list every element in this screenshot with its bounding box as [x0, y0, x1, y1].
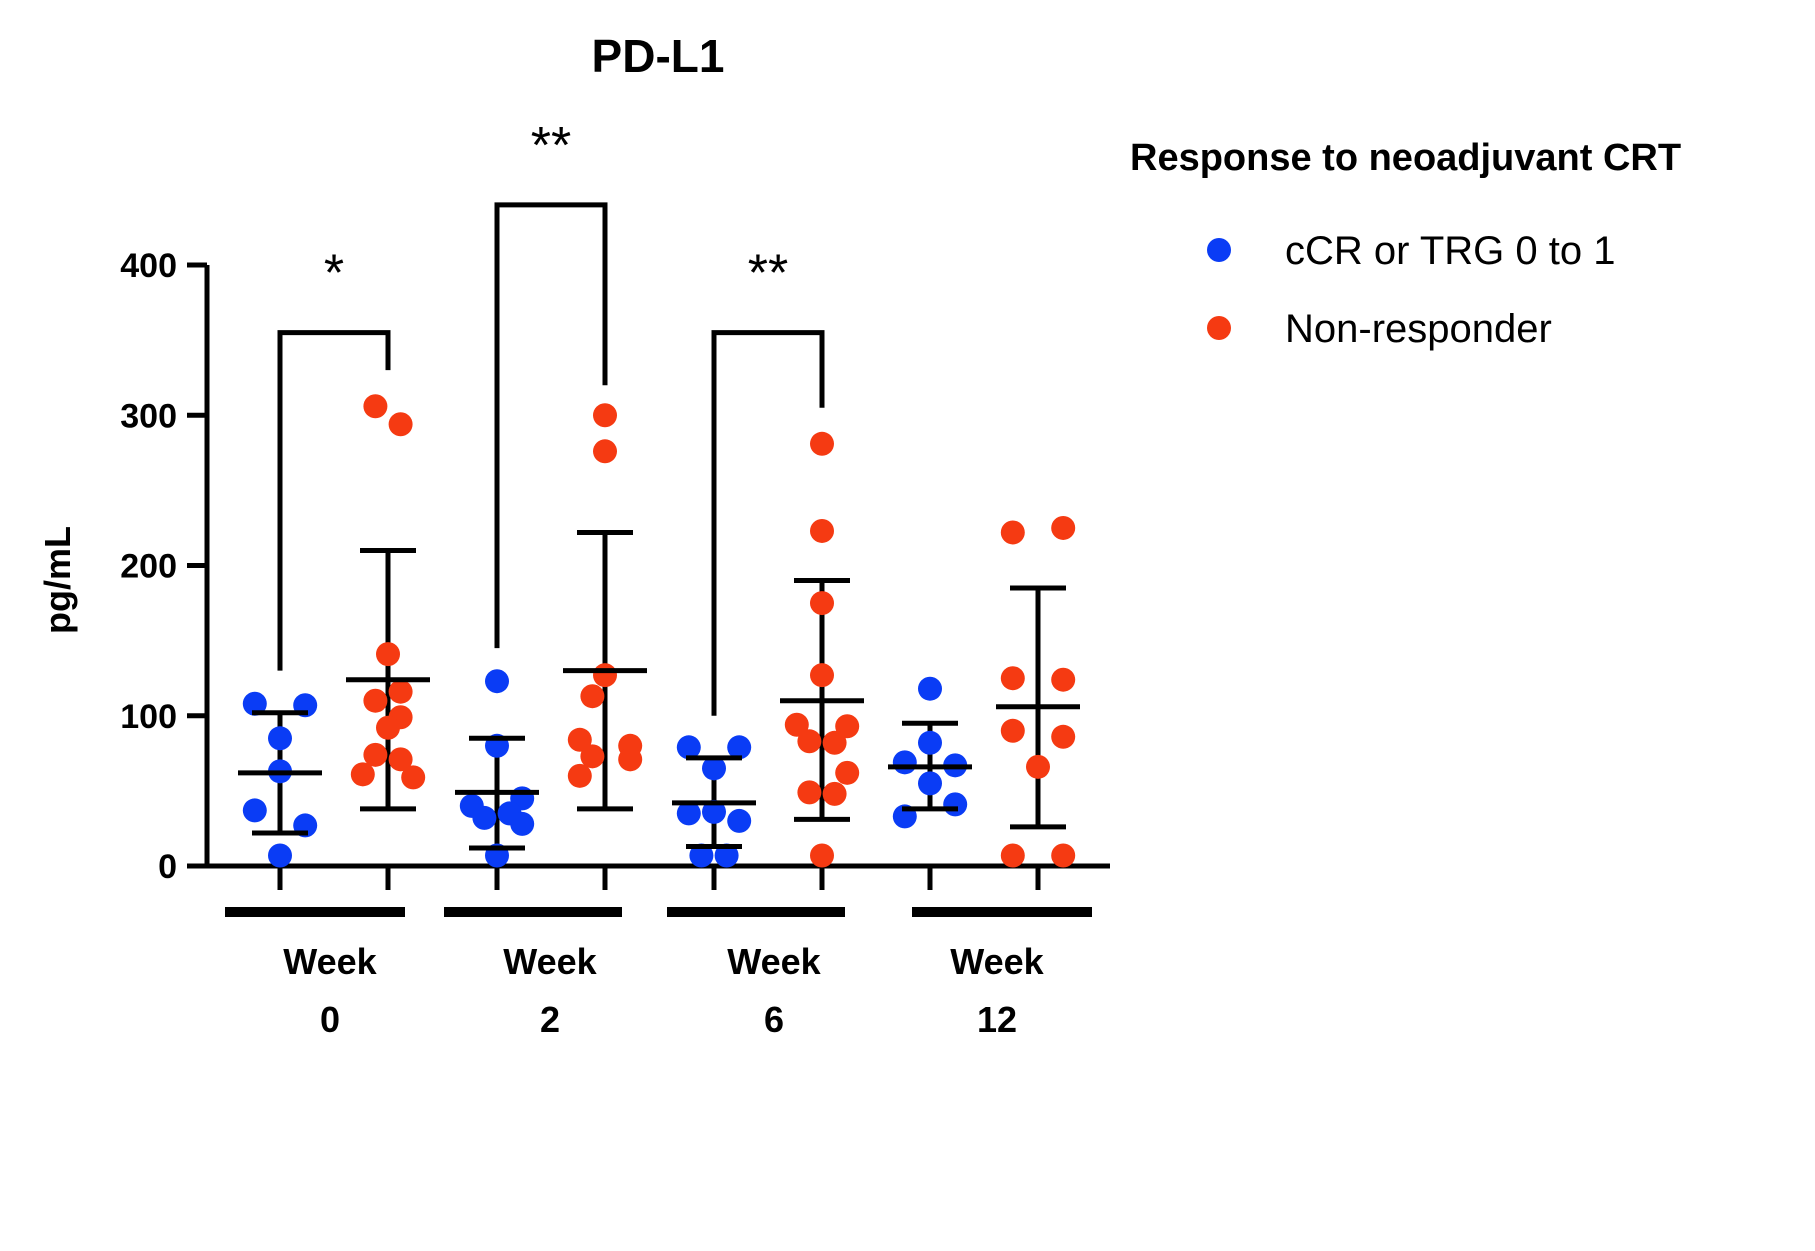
data-point — [1000, 520, 1025, 545]
data-point — [580, 684, 605, 709]
legend: Response to neoadjuvant CRT cCR or TRG 0… — [1130, 137, 1681, 351]
y-tick-label: 400 — [120, 247, 177, 285]
data-point — [593, 663, 617, 688]
legend-marker — [1207, 238, 1231, 262]
data-point — [727, 735, 752, 760]
data-point — [580, 744, 605, 769]
data-point — [618, 747, 643, 772]
group-label-number: 2 — [540, 999, 560, 1040]
data-point — [593, 439, 617, 464]
data-point — [1000, 843, 1025, 868]
data-point — [567, 727, 592, 752]
data-point — [810, 518, 834, 543]
y-tick-label: 0 — [158, 848, 177, 886]
data-point — [363, 688, 388, 713]
data-point — [350, 762, 375, 787]
group-label-week: Week — [503, 941, 597, 982]
data-point — [388, 679, 413, 704]
data-point — [676, 801, 701, 826]
data-point — [401, 765, 426, 790]
legend-label: Non-responder — [1285, 307, 1552, 351]
data-point — [689, 843, 714, 868]
data-point — [918, 676, 942, 701]
data-point — [242, 798, 267, 823]
data-point — [363, 394, 388, 419]
data-point — [242, 691, 267, 716]
significance-bracket — [711, 330, 825, 716]
data-point — [835, 760, 860, 785]
y-tick-label: 300 — [120, 397, 177, 435]
significance-layer: ***** — [277, 117, 825, 716]
data-point — [376, 642, 400, 667]
data-point — [567, 763, 592, 788]
significance-label: * — [324, 245, 344, 303]
data-point — [1000, 666, 1025, 691]
significance-bracket — [494, 202, 608, 649]
data-point — [918, 771, 942, 796]
group-label-week: Week — [283, 941, 377, 982]
data-point — [388, 412, 413, 437]
data-point — [810, 663, 834, 688]
data-point — [727, 808, 752, 833]
data-point — [822, 730, 847, 755]
data-point — [510, 811, 535, 836]
significance-label: ** — [748, 245, 788, 303]
data-point — [485, 669, 509, 694]
legend-marker — [1207, 316, 1231, 340]
data-point — [810, 843, 834, 868]
data-point — [1051, 843, 1076, 868]
y-tick-label: 200 — [120, 548, 177, 586]
points-layer — [238, 394, 1080, 868]
data-point — [268, 843, 292, 868]
group-label-number: 0 — [320, 999, 340, 1040]
group-label-week: Week — [727, 941, 821, 982]
legend-title: Response to neoadjuvant CRT — [1130, 137, 1681, 179]
data-point — [702, 799, 726, 824]
data-point — [388, 747, 413, 772]
data-point — [943, 792, 968, 817]
group-label-number: 12 — [977, 999, 1017, 1040]
data-point — [472, 805, 497, 830]
data-point — [810, 431, 834, 456]
data-point — [268, 726, 292, 751]
data-point — [1051, 724, 1076, 749]
data-point — [1000, 718, 1025, 743]
data-point — [822, 781, 847, 806]
group-label-number: 6 — [764, 999, 784, 1040]
data-point — [784, 712, 809, 737]
data-point — [676, 735, 701, 760]
data-point — [593, 403, 617, 428]
significance-label: ** — [531, 117, 571, 175]
data-point — [363, 742, 388, 767]
data-point — [702, 756, 726, 781]
data-point — [1051, 667, 1076, 692]
y-tick-label: 100 — [120, 698, 177, 736]
data-point — [797, 780, 822, 805]
data-point — [1026, 754, 1050, 779]
chart-title: PD-L1 — [592, 30, 725, 82]
data-point — [918, 730, 942, 755]
group-label-week: Week — [950, 941, 1044, 982]
data-point — [714, 843, 739, 868]
data-point — [810, 591, 834, 616]
data-point — [797, 729, 822, 754]
data-point — [835, 714, 860, 739]
significance-bracket — [277, 330, 391, 671]
y-axis-label: pg/mL — [37, 526, 78, 634]
data-point — [1051, 515, 1076, 540]
data-point — [892, 750, 917, 775]
axes: 0 100 200 300 400 Week 0 Week 2 Week 6 Week 12 — [120, 247, 1110, 1040]
data-point — [376, 715, 400, 740]
legend-label: cCR or TRG 0 to 1 — [1285, 229, 1615, 273]
